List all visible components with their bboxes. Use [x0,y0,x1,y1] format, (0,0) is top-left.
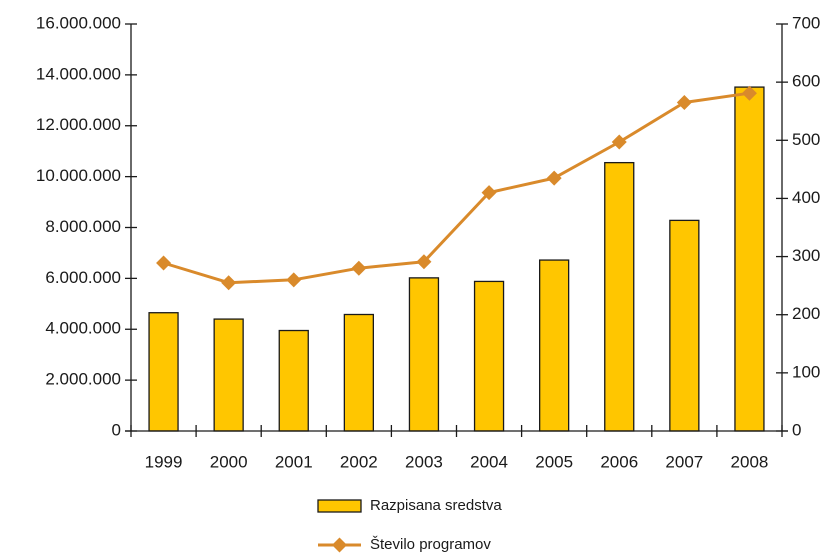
line-series-stevilo-programov [156,86,757,291]
left-tick-label: 12.000.000 [36,115,121,134]
x-tick-label: 2000 [210,452,248,471]
line-marker-2007 [677,95,692,110]
bar-2006 [605,163,634,431]
line-marker-1999 [156,255,171,270]
left-tick-label: 14.000.000 [36,64,121,83]
line-marker-2006 [612,135,627,150]
right-tick-label: 200 [792,304,820,323]
line-marker-2001 [286,272,301,287]
right-tick-label: 0 [792,420,801,439]
x-tick-label: 1999 [145,452,183,471]
left-tick-label: 16.000.000 [36,13,121,32]
x-tick-label: 2008 [731,452,769,471]
right-tick-label: 100 [792,362,820,381]
bar-series-razpisana-sredstva [149,87,764,431]
bar-2000 [214,319,243,431]
left-tick-label: 10.000.000 [36,166,121,185]
legend: Razpisana sredstva Število programov [318,497,502,553]
bar-2005 [540,260,569,431]
x-tick-label: 2005 [535,452,573,471]
right-tick-label: 600 [792,72,820,91]
line-marker-2000 [221,275,236,290]
bar-2001 [279,331,308,431]
bar-2002 [344,314,373,431]
left-tick-label: 0 [112,420,121,439]
x-tick-label: 2004 [470,452,508,471]
bar-2008 [735,87,764,431]
bar-2004 [475,281,504,431]
bar-1999 [149,313,178,431]
line-path [164,93,750,283]
legend-swatch-marker [332,538,347,553]
x-tick-label: 2001 [275,452,313,471]
line-marker-2002 [351,261,366,276]
left-tick-label: 6.000.000 [45,268,121,287]
left-tick-label: 2.000.000 [45,370,121,389]
bar-2003 [409,278,438,431]
bar-2007 [670,220,699,431]
x-tick-label: 2007 [665,452,703,471]
right-tick-label: 500 [792,130,820,149]
x-tick-label: 2006 [600,452,638,471]
left-tick-label: 4.000.000 [45,319,121,338]
legend-label-line: Število programov [370,536,491,553]
line-marker-2005 [547,171,562,186]
right-tick-label: 300 [792,246,820,265]
right-tick-label: 700 [792,13,820,32]
left-tick-label: 8.000.000 [45,217,121,236]
x-tick-label: 2002 [340,452,378,471]
legend-label-bar: Razpisana sredstva [370,497,502,514]
x-tick-label: 2003 [405,452,443,471]
legend-swatch-bar [318,500,361,512]
right-tick-label: 400 [792,188,820,207]
